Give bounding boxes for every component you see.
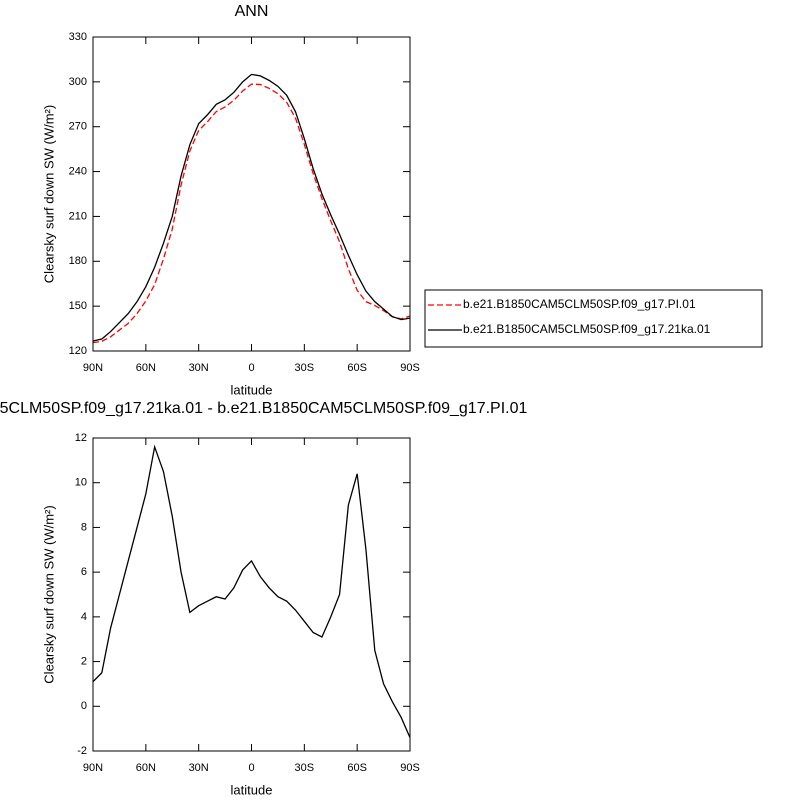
x-tick-label: 90S [400, 762, 420, 774]
y-tick-label: 330 [69, 31, 87, 43]
x-tick-label: 90N [83, 362, 103, 374]
x-tick-label: 60N [136, 362, 156, 374]
y-tick-label: 120 [69, 345, 87, 357]
x-tick-label: 0 [248, 362, 254, 374]
plot-frame [92, 437, 411, 752]
x-tick-label: 30S [295, 362, 315, 374]
series-line [92, 444, 411, 738]
y-tick-label: -2 [77, 745, 87, 757]
y-tick-label: 0 [81, 700, 87, 712]
x-axis-label: latitude [231, 782, 273, 797]
y-tick-label: 12 [75, 432, 87, 444]
series-line [92, 73, 411, 342]
x-tick-label: 60N [136, 762, 156, 774]
chart-title: ANN [235, 3, 269, 20]
x-tick-label: 60S [347, 362, 367, 374]
y-tick-label: 210 [69, 210, 87, 222]
legend-label: b.e21.B1850CAM5CLM50SP.f09_g17.21ka.01 [463, 322, 711, 336]
series-line [92, 83, 411, 344]
legend-label: b.e21.B1850CAM5CLM50SP.f09_g17.PI.01 [463, 297, 696, 311]
y-tick-label: 180 [69, 255, 87, 267]
y-tick-label: 150 [69, 300, 87, 312]
x-tick-label: 30S [295, 762, 315, 774]
y-tick-label: 10 [75, 477, 87, 489]
x-tick-label: 90S [400, 362, 420, 374]
y-tick-label: 300 [69, 76, 87, 88]
plot-frame [92, 36, 411, 352]
y-tick-label: 4 [81, 611, 87, 623]
x-tick-label: 30N [189, 762, 209, 774]
y-tick-label: 8 [81, 521, 87, 533]
y-tick-label: 270 [69, 121, 87, 133]
y-tick-label: 2 [81, 655, 87, 667]
y-axis-label: Clearsky surf down SW (W/m²) [41, 105, 56, 283]
x-tick-label: 90N [83, 762, 103, 774]
x-axis-label: latitude [231, 382, 273, 397]
chart-title: AM5CLM50SP.f09_g17.21ka.01 - b.e21.B1850… [0, 400, 527, 417]
x-tick-label: 30N [189, 362, 209, 374]
y-tick-label: 6 [81, 566, 87, 578]
legend: b.e21.B1850CAM5CLM50SP.f09_g17.PI.01 b.e2… [424, 289, 763, 348]
y-tick-label: 240 [69, 165, 87, 177]
x-tick-label: 60S [347, 762, 367, 774]
x-tick-label: 0 [248, 762, 254, 774]
y-axis-label: Clearsky surf down SW (W/m²) [41, 505, 56, 683]
legend-box [424, 289, 763, 348]
